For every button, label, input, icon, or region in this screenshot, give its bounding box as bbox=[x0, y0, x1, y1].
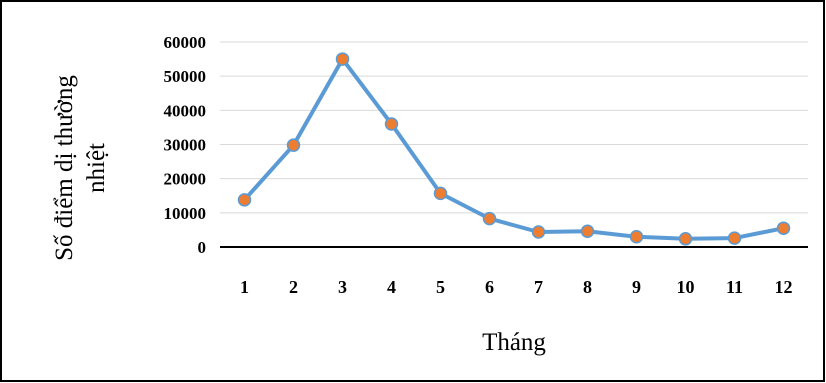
data-point-month-4 bbox=[384, 117, 399, 131]
gridlines bbox=[220, 41, 808, 214]
data-point-month-11 bbox=[727, 231, 742, 245]
data-point-month-2 bbox=[286, 138, 301, 152]
x-tick-label: 10 bbox=[677, 277, 695, 297]
y-tick-label: 10000 bbox=[164, 204, 207, 223]
data-point-month-12 bbox=[776, 221, 791, 235]
x-tick-labels: 1 2 3 4 5 6 7 8 9 10 11 12 bbox=[240, 277, 793, 297]
data-point-month-9 bbox=[629, 230, 644, 244]
x-tick-label: 11 bbox=[726, 277, 743, 297]
y-tick-labels: 0 10000 20000 30000 40000 50000 60000 bbox=[164, 33, 207, 257]
x-axis-title: Tháng bbox=[482, 329, 546, 356]
y-axis-title-line-1: Số điểm dị thường bbox=[51, 75, 78, 261]
data-point-month-1 bbox=[237, 193, 252, 207]
x-tick-label: 5 bbox=[436, 277, 445, 297]
x-tick-label: 8 bbox=[583, 277, 592, 297]
data-series bbox=[237, 52, 791, 246]
x-tick-label: 9 bbox=[632, 277, 641, 297]
series-line bbox=[242, 57, 786, 241]
x-tick-label: 1 bbox=[240, 277, 249, 297]
x-tick-label: 7 bbox=[534, 277, 543, 297]
y-axis-title-line-2: nhiệt bbox=[83, 143, 110, 193]
y-tick-label: 40000 bbox=[164, 101, 207, 120]
data-point-month-10 bbox=[678, 232, 693, 246]
x-tick-label: 4 bbox=[387, 277, 396, 297]
y-tick-label: 30000 bbox=[164, 136, 207, 155]
data-point-month-8 bbox=[580, 224, 595, 239]
y-tick-label: 50000 bbox=[164, 67, 207, 86]
x-tick-label: 6 bbox=[485, 277, 494, 297]
y-tick-label: 60000 bbox=[164, 33, 207, 52]
y-tick-label: 0 bbox=[198, 238, 207, 257]
data-point-month-3 bbox=[335, 52, 350, 66]
data-point-month-5 bbox=[433, 186, 448, 201]
x-tick-label: 2 bbox=[289, 277, 298, 297]
data-point-month-7 bbox=[531, 225, 546, 239]
x-tick-label: 3 bbox=[338, 277, 347, 297]
x-tick-label: 12 bbox=[775, 277, 793, 297]
y-tick-label: 20000 bbox=[164, 170, 207, 189]
data-point-month-6 bbox=[482, 211, 497, 226]
